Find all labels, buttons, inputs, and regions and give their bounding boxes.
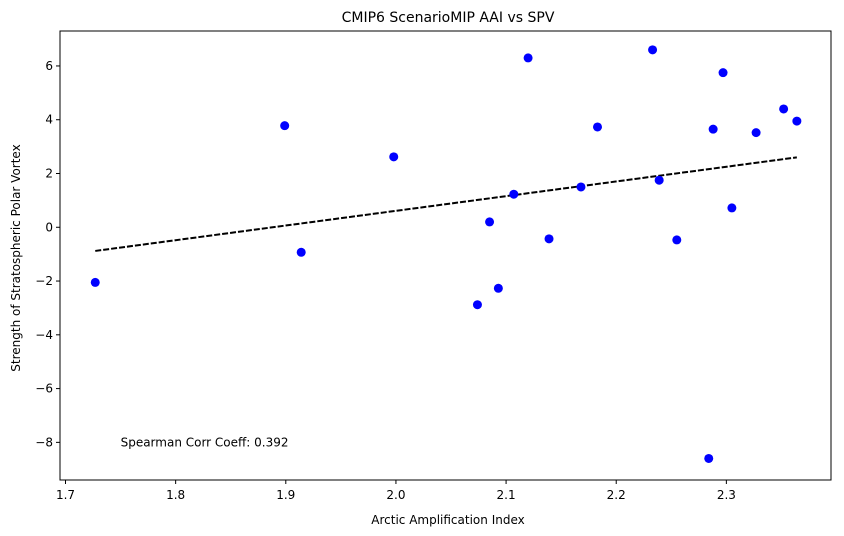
x-tick-label: 2.1 xyxy=(497,488,516,502)
x-tick-label: 1.9 xyxy=(276,488,295,502)
data-point xyxy=(593,122,602,131)
data-point xyxy=(752,128,761,137)
data-point xyxy=(648,45,657,54)
x-tick-label: 1.8 xyxy=(166,488,185,502)
x-axis: 1.7 1.8 1.9 2.0 2.1 2.2 2.3 xyxy=(56,480,736,502)
data-point xyxy=(545,234,554,243)
data-point xyxy=(792,117,801,126)
data-point xyxy=(389,152,398,161)
data-point xyxy=(779,104,788,113)
data-point xyxy=(524,53,533,62)
y-tick-label: −2 xyxy=(35,274,53,288)
data-point xyxy=(485,217,494,226)
x-tick-label: 2.0 xyxy=(386,488,405,502)
data-point xyxy=(280,121,289,130)
regression-line xyxy=(95,157,797,251)
scatter-points xyxy=(91,45,802,463)
data-point xyxy=(91,278,100,287)
chart-title: CMIP6 ScenarioMIP AAI vs SPV xyxy=(342,10,555,26)
data-point xyxy=(709,125,718,134)
x-tick-label: 2.3 xyxy=(717,488,736,502)
y-axis-label: Strength of Stratospheric Polar Vortex xyxy=(9,144,23,371)
x-tick-label: 2.2 xyxy=(607,488,626,502)
data-point xyxy=(719,68,728,77)
data-point xyxy=(473,300,482,309)
y-tick-label: 6 xyxy=(45,59,53,73)
data-point xyxy=(727,203,736,212)
plot-frame xyxy=(60,31,831,480)
y-tick-label: 2 xyxy=(45,166,53,180)
y-tick-label: 0 xyxy=(45,220,53,234)
spearman-annotation: Spearman Corr Coeff: 0.392 xyxy=(121,435,289,449)
data-point xyxy=(297,248,306,257)
regression-line-group xyxy=(95,157,797,251)
x-axis-label: Arctic Amplification Index xyxy=(371,513,524,527)
data-point xyxy=(576,182,585,191)
data-point xyxy=(704,454,713,463)
data-point xyxy=(655,176,664,185)
x-tick-label: 1.7 xyxy=(56,488,75,502)
y-tick-label: −8 xyxy=(35,435,53,449)
data-point xyxy=(494,284,503,293)
plot-area xyxy=(60,31,831,480)
y-tick-label: −4 xyxy=(35,328,53,342)
y-tick-label: −6 xyxy=(35,382,53,396)
data-point xyxy=(672,235,681,244)
y-tick-label: 4 xyxy=(45,113,53,127)
y-axis: −8 −6 −4 −2 0 2 4 6 xyxy=(35,59,60,449)
data-point xyxy=(509,190,518,199)
